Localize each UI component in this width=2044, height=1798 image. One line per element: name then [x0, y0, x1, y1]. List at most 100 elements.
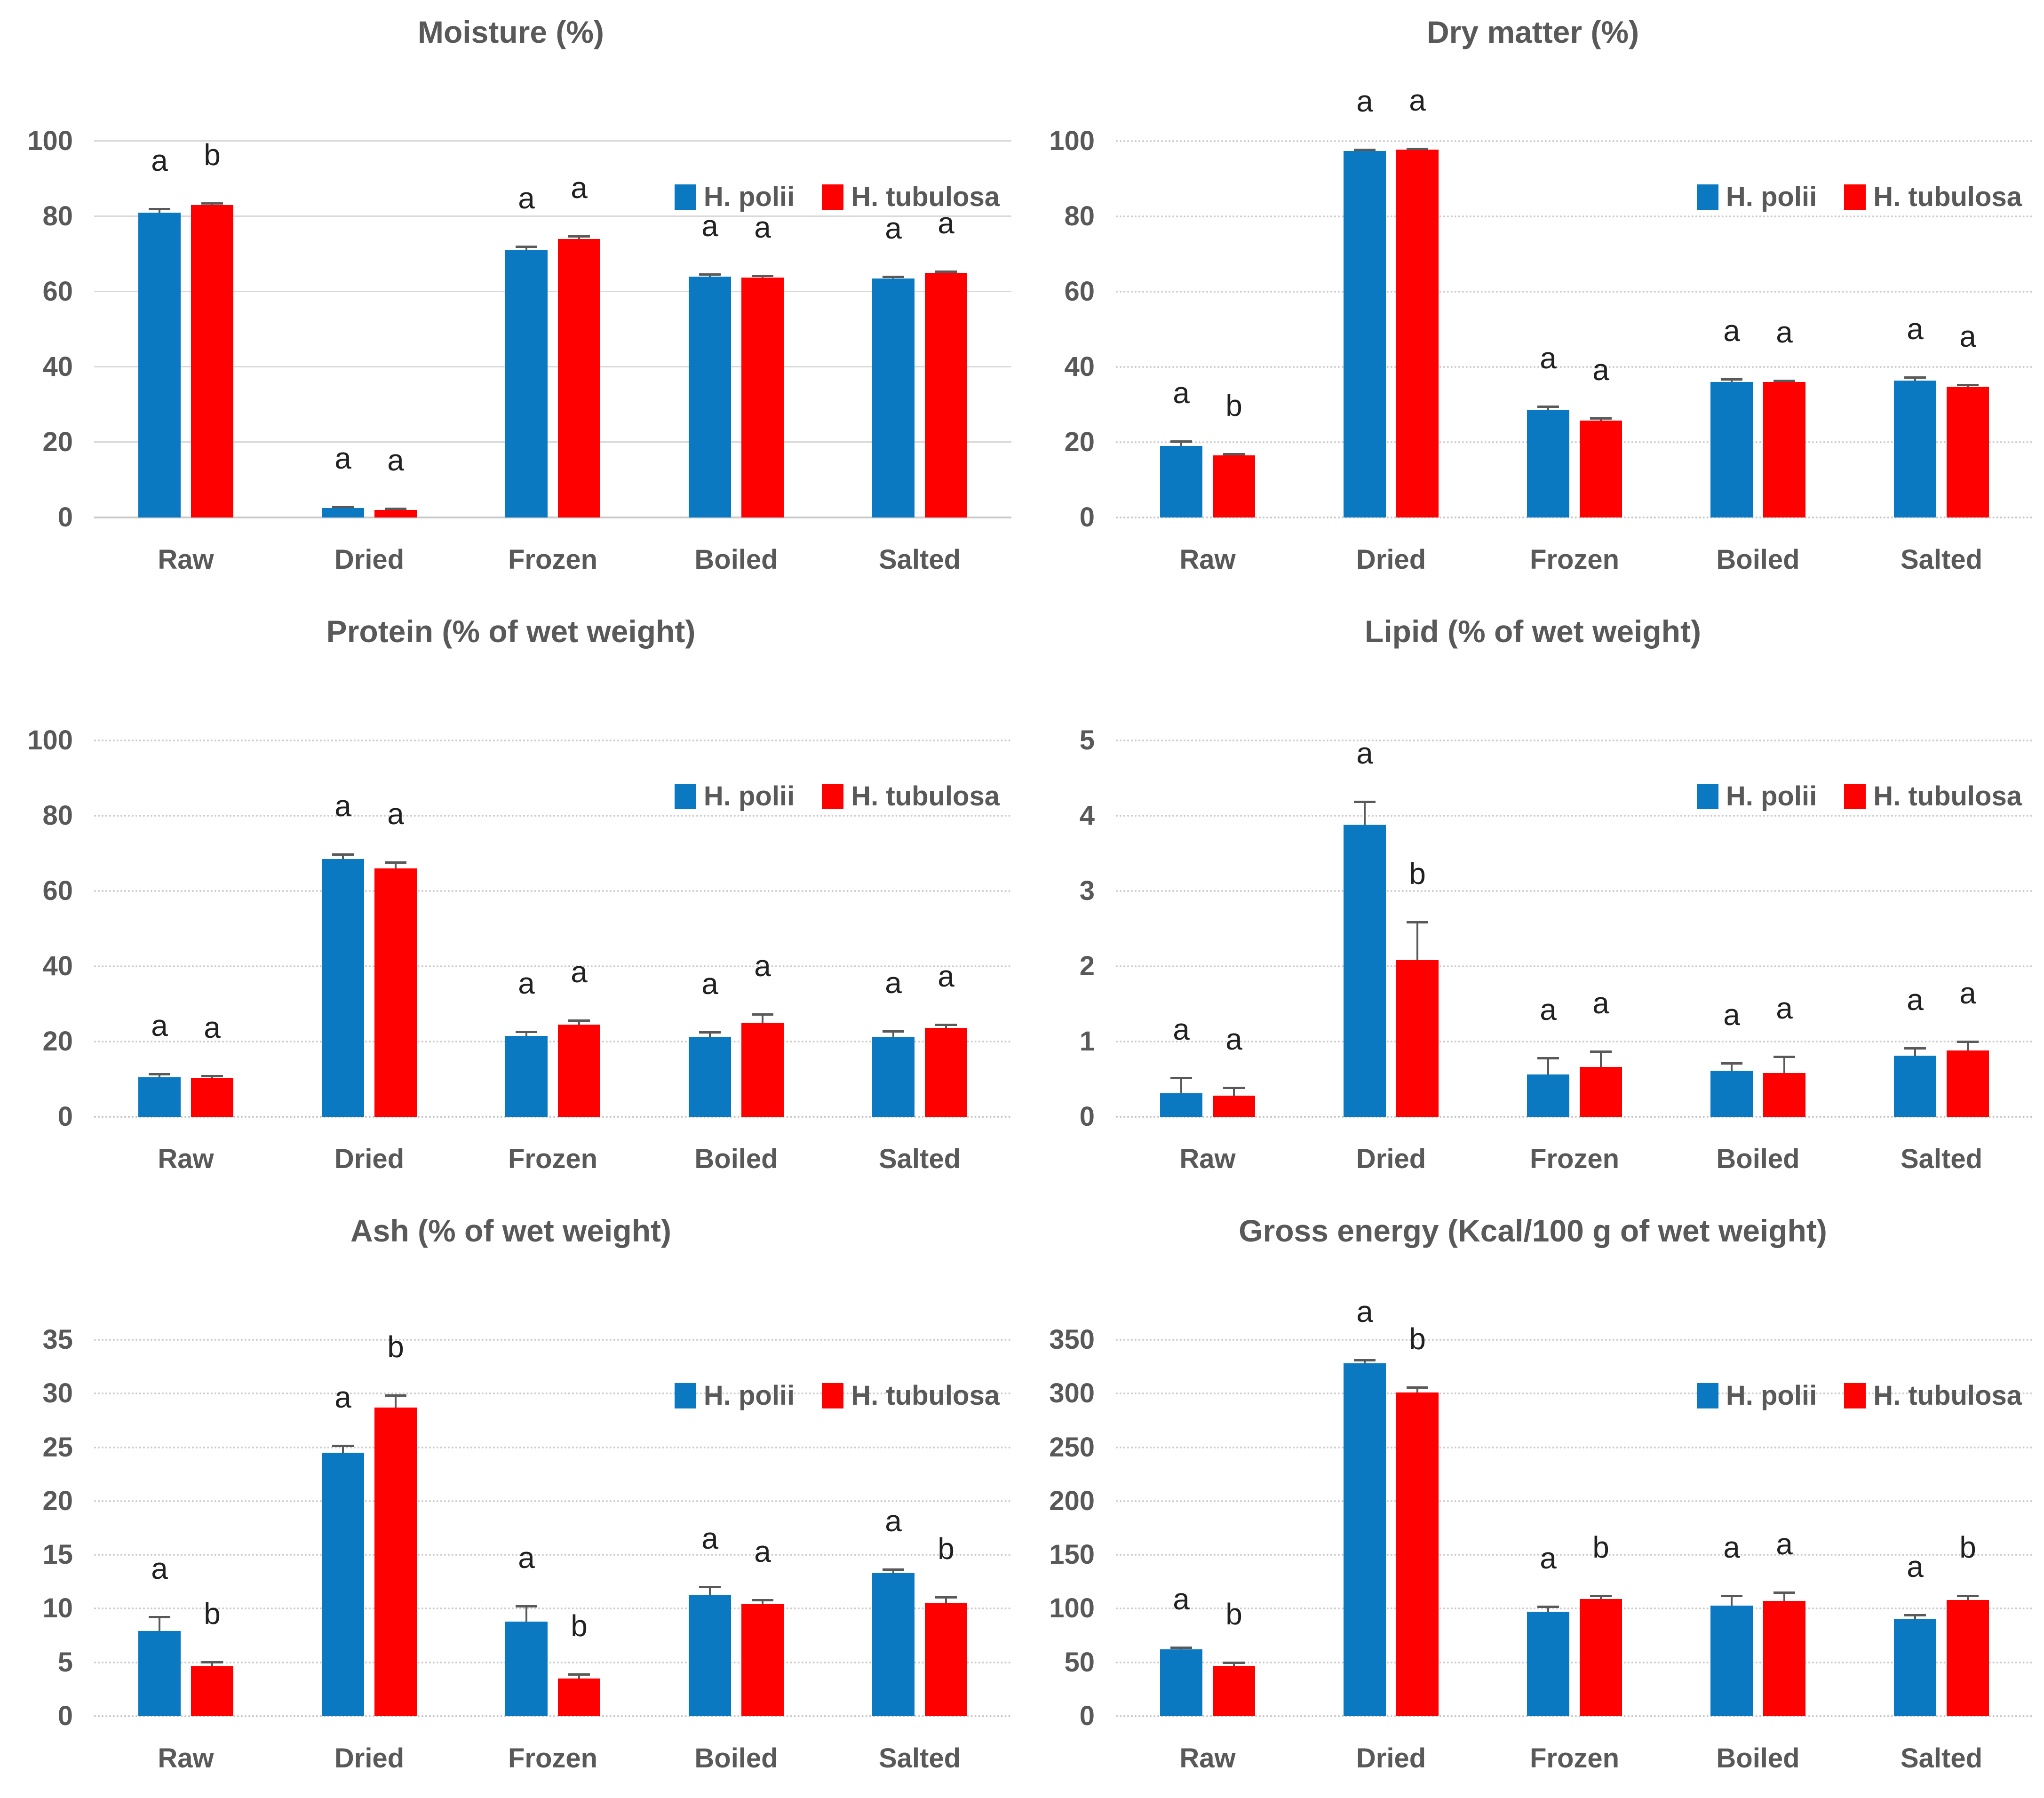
y-axis-tick-label: 40: [1064, 351, 1095, 382]
significance-letter: a: [1540, 1541, 1557, 1575]
error-bar: [892, 1569, 894, 1573]
bar-h-tubulosa-dried: [374, 1408, 417, 1716]
legend-swatch: [1696, 184, 1718, 210]
y-axis-tick-label: 350: [1049, 1324, 1095, 1355]
bar-h-polii-boiled: [1710, 1071, 1753, 1117]
legend-label: H. polii: [703, 1380, 795, 1411]
error-bar: [1180, 441, 1182, 446]
significance-letter: a: [1540, 993, 1557, 1027]
significance-letter: a: [518, 966, 535, 1001]
gridline: [94, 1339, 1011, 1341]
gridline: [94, 815, 1011, 817]
bar-h-polii-boiled: [689, 1037, 731, 1117]
legend-label: H. tubulosa: [851, 182, 1000, 212]
legend-entry: H. tubulosa: [1844, 780, 2022, 812]
significance-letter: a: [151, 143, 168, 177]
significance-letter: a: [518, 1540, 535, 1575]
error-bar: [1547, 1058, 1549, 1075]
bar-h-tubulosa-frozen: [1580, 1067, 1622, 1117]
bar-h-tubulosa-boiled: [741, 278, 784, 517]
error-bar-cap: [516, 1031, 537, 1034]
error-bar-cap: [1537, 1057, 1559, 1060]
x-axis-category-label: Dried: [1356, 1144, 1426, 1174]
error-bar-cap: [149, 208, 170, 210]
significance-letter: a: [387, 443, 404, 477]
y-axis-tick-label: 300: [1049, 1378, 1095, 1409]
bar-h-polii-dried: [322, 859, 364, 1117]
error-bar: [709, 1032, 711, 1037]
x-axis-category-label: Raw: [158, 544, 214, 575]
error-bar: [525, 247, 527, 250]
bar-h-tubulosa-salted: [1947, 1050, 1989, 1117]
bar-h-tubulosa-frozen: [558, 1679, 600, 1716]
significance-letter: a: [1173, 1012, 1190, 1046]
y-axis-tick-label: 0: [1079, 1701, 1095, 1731]
bar-h-tubulosa-dried: [1396, 1392, 1439, 1716]
gridline: [1116, 740, 2033, 741]
y-axis-tick-label: 60: [42, 276, 73, 307]
error-bar-cap: [752, 274, 773, 277]
error-bar: [1731, 1596, 1733, 1606]
bar-h-polii-salted: [872, 278, 915, 517]
significance-letter: a: [1776, 991, 1793, 1025]
chart-panel-gross-energy-kcal-100-g-of-wet-weight: Gross energy (Kcal/100 g of wet weight) 0…: [1022, 1199, 2044, 1798]
error-bar-cap: [1904, 376, 1926, 379]
y-axis-tick-label: 0: [1079, 502, 1095, 533]
y-axis-tick-label: 150: [1049, 1539, 1095, 1570]
bar-h-polii-boiled: [689, 277, 731, 517]
x-axis-category-label: Salted: [878, 544, 961, 575]
significance-letter: b: [1225, 1597, 1242, 1631]
legend-label: H. tubulosa: [1873, 781, 2022, 811]
x-axis-category-label: Frozen: [1529, 544, 1620, 575]
gridline: [1116, 1392, 2033, 1395]
legend-label: H. polii: [1726, 182, 1817, 212]
gridline: [94, 1392, 1011, 1395]
x-axis-category-label: Raw: [1179, 1743, 1236, 1774]
x-axis-category-label: Boiled: [694, 1144, 778, 1174]
bar-h-tubulosa-raw: [1213, 1665, 1255, 1716]
bar-h-tubulosa-salted: [925, 273, 967, 517]
error-bar-cap: [1354, 148, 1376, 151]
y-axis-tick-label: 35: [42, 1324, 73, 1355]
error-bar: [1967, 1042, 1969, 1051]
x-axis-category-label: Dried: [1356, 1743, 1426, 1774]
error-bar: [1783, 1057, 1785, 1074]
error-bar-cap: [1170, 1076, 1192, 1079]
bar-h-polii-raw: [138, 1077, 181, 1117]
error-bar: [1914, 1615, 1916, 1620]
error-bar-cap: [1774, 379, 1795, 382]
legend-entry: H. polii: [674, 780, 795, 812]
gridline: [1116, 441, 2033, 443]
bar-h-tubulosa-frozen: [1580, 421, 1622, 517]
legend-label: H. tubulosa: [851, 781, 1000, 811]
x-axis-category-label: Frozen: [1529, 1743, 1620, 1774]
gridline: [94, 965, 1011, 967]
legend: H. polii H. tubulosa: [1696, 1380, 2022, 1411]
error-bar-cap: [1904, 1047, 1926, 1050]
gridline: [94, 1554, 1011, 1556]
x-axis-category-label: Frozen: [508, 1743, 598, 1774]
significance-letter: b: [204, 138, 221, 172]
error-bar-cap: [935, 1024, 957, 1026]
significance-letter: a: [1225, 1022, 1242, 1056]
significance-letter: a: [1907, 1550, 1924, 1584]
x-axis-category-label: Dried: [334, 1743, 405, 1774]
bar-h-tubulosa-frozen: [558, 1025, 600, 1117]
y-axis-tick-label: 40: [42, 951, 73, 981]
gridline: [1116, 1554, 2033, 1556]
error-bar-cap: [1904, 1614, 1926, 1617]
gridline: [1116, 1607, 2033, 1610]
y-axis-tick-label: 20: [42, 1026, 73, 1057]
bar-h-polii-salted: [1894, 1619, 1936, 1716]
y-axis-tick-label: 20: [42, 1485, 73, 1516]
significance-letter: a: [151, 1551, 168, 1585]
legend-label: H. polii: [703, 182, 795, 212]
error-bar-cap: [1957, 1041, 1979, 1043]
y-axis-tick-label: 40: [42, 351, 73, 382]
gridline: [94, 1500, 1011, 1502]
bar-h-polii-raw: [1160, 446, 1202, 517]
error-bar-cap: [699, 1585, 721, 1588]
error-bar: [1731, 1063, 1733, 1071]
chart-title: Gross energy (Kcal/100 g of wet weight): [1239, 1213, 1827, 1248]
error-bar: [1914, 377, 1916, 381]
